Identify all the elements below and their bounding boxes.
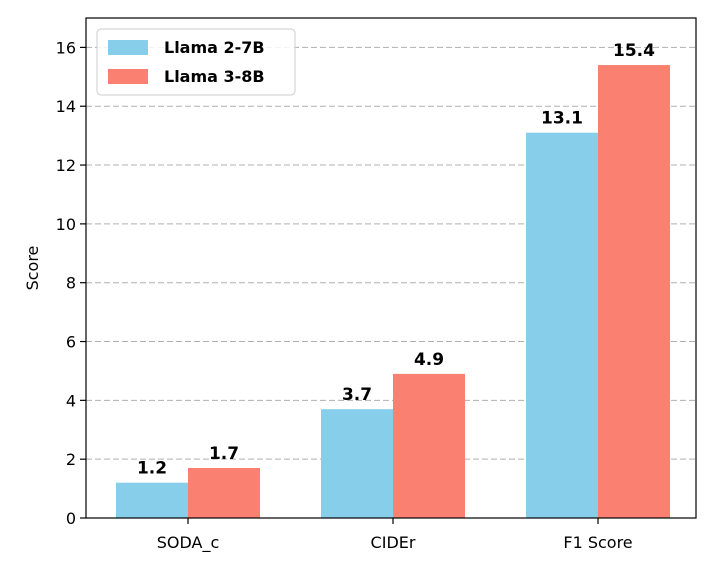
bar-series-1 bbox=[116, 482, 188, 518]
bar-value-label: 4.9 bbox=[414, 350, 444, 370]
x-tick-label: F1 Score bbox=[563, 533, 632, 552]
value-labels: 1.2 1.7 3.7 4.9 13.1 15.4 bbox=[137, 41, 655, 479]
plot-frame bbox=[85, 17, 697, 519]
y-tick-label: 4 bbox=[66, 391, 76, 410]
bar-value-label: 15.4 bbox=[613, 41, 655, 61]
y-tick-label: 2 bbox=[66, 450, 76, 469]
bar-value-label: 1.2 bbox=[137, 459, 167, 479]
bar-series-2 bbox=[188, 468, 260, 518]
bar-value-label: 1.7 bbox=[209, 444, 239, 464]
y-tick-label: 14 bbox=[56, 97, 76, 116]
bar-series-1 bbox=[526, 132, 598, 519]
x-tick-label: SODA_c bbox=[157, 533, 220, 553]
y-tick-label: 8 bbox=[66, 274, 76, 293]
x-tick-label: CIDEr bbox=[371, 533, 416, 552]
bar-value-label: 13.1 bbox=[541, 109, 583, 129]
bar-value-label: 3.7 bbox=[342, 385, 372, 405]
x-axis-ticks: SODA_c CIDEr F1 Score bbox=[157, 518, 633, 553]
legend-swatch bbox=[108, 40, 148, 55]
y-axis-ticks: 0 2 4 6 8 10 12 14 16 bbox=[56, 38, 86, 528]
y-tick-label: 12 bbox=[56, 156, 76, 175]
bar-series-2 bbox=[393, 373, 465, 518]
bar-series-1 bbox=[321, 409, 393, 518]
bars bbox=[116, 65, 670, 519]
legend-label: Llama 3-8B bbox=[164, 67, 265, 86]
y-tick-label: 16 bbox=[56, 38, 76, 57]
y-tick-label: 10 bbox=[56, 215, 76, 234]
legend-swatch bbox=[108, 69, 148, 84]
y-axis-title: Score bbox=[23, 246, 42, 291]
y-tick-label: 6 bbox=[66, 333, 76, 352]
legend-label: Llama 2-7B bbox=[164, 38, 265, 57]
y-tick-label: 0 bbox=[66, 509, 76, 528]
legend: Llama 2-7B Llama 3-8B bbox=[96, 28, 296, 96]
bar-series-2 bbox=[598, 65, 670, 518]
